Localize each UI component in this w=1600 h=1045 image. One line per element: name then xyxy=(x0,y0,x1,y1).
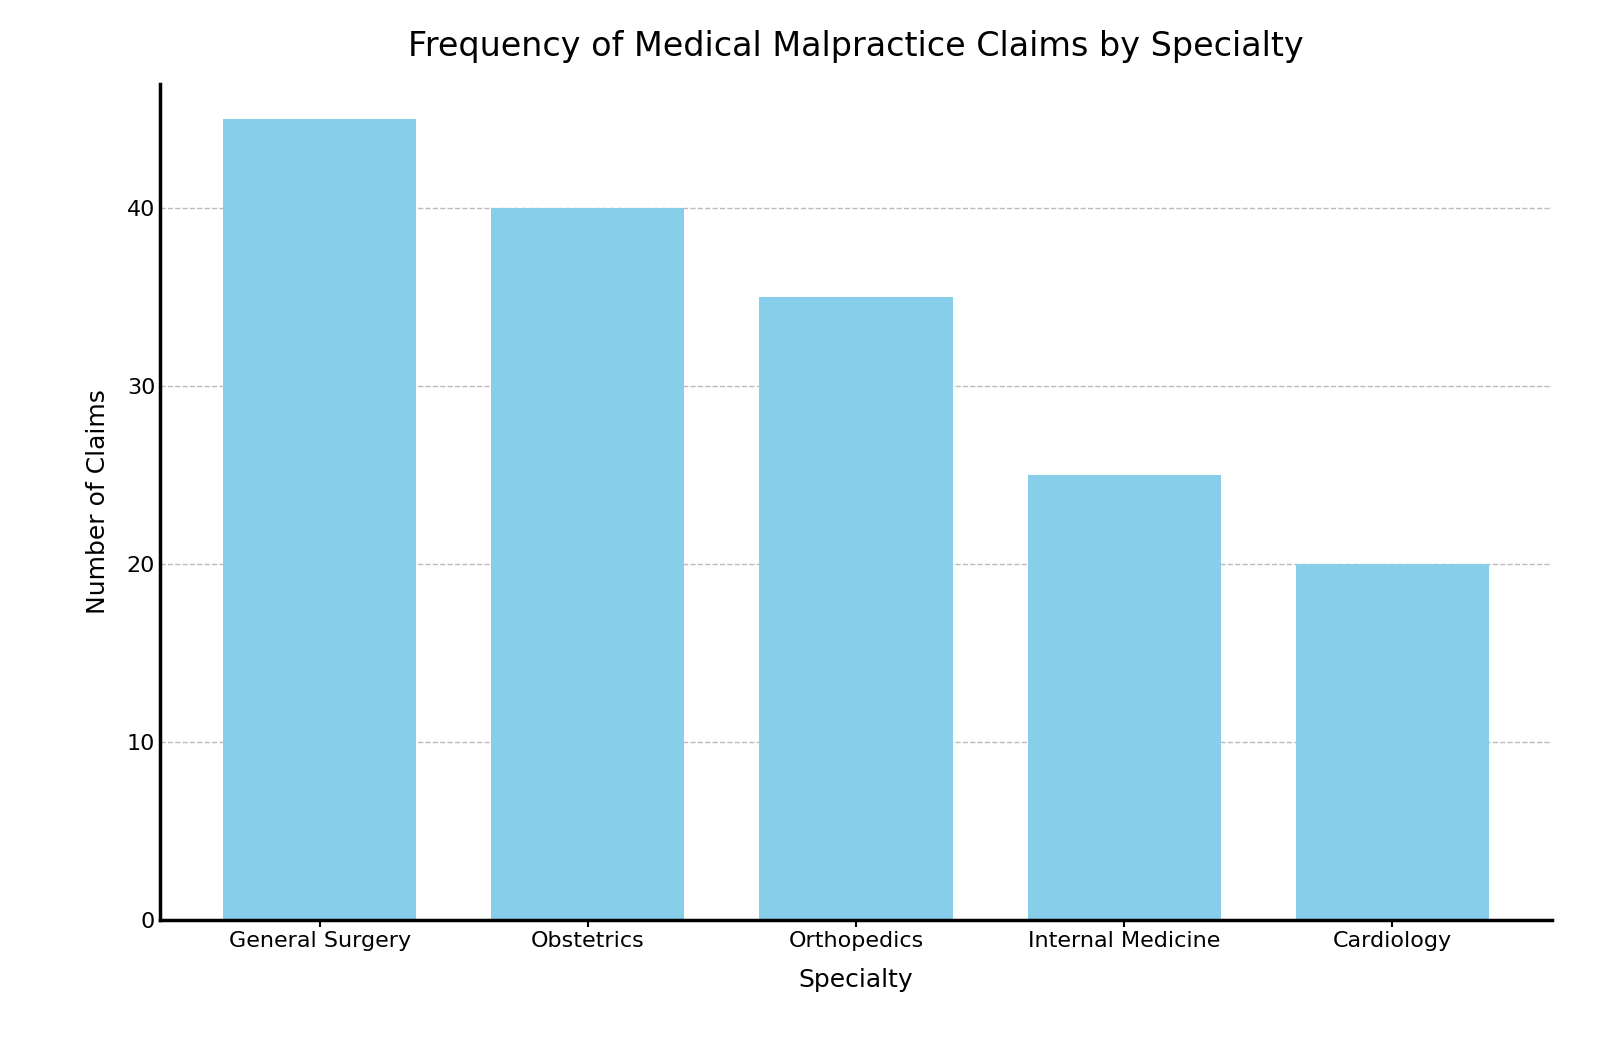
Bar xyxy=(1027,474,1221,920)
X-axis label: Specialty: Specialty xyxy=(798,968,914,992)
Bar xyxy=(760,297,952,920)
Bar xyxy=(1296,564,1488,920)
Title: Frequency of Medical Malpractice Claims by Specialty: Frequency of Medical Malpractice Claims … xyxy=(408,30,1304,63)
Bar xyxy=(491,208,685,920)
Bar xyxy=(224,119,416,920)
Y-axis label: Number of Claims: Number of Claims xyxy=(86,389,110,614)
